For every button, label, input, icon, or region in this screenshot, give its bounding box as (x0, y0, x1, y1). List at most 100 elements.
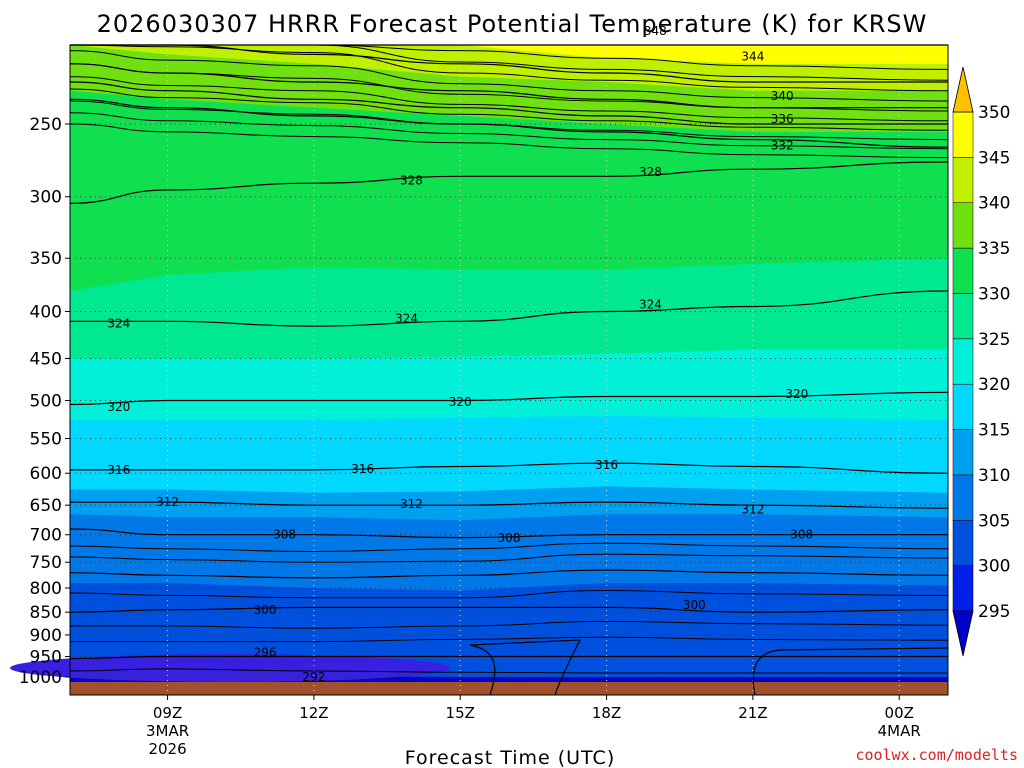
contour-label: 300 (254, 603, 277, 617)
contour-th320 (69, 391, 949, 406)
contour-surface-loop (752, 647, 949, 696)
contour-upper (69, 88, 949, 131)
contour-label-text: 300 (254, 603, 277, 617)
y-tick-label: 350 (30, 249, 62, 269)
contour-label: 324 (395, 311, 418, 325)
y-tick-label: 500 (30, 392, 62, 412)
contour-label-text: 320 (785, 387, 808, 401)
y-tick-label: 1000 (19, 668, 62, 688)
colorbar-segment (952, 338, 974, 385)
x-tick-label: 3MAR (146, 722, 189, 740)
x-tick-label: 09Z (153, 704, 182, 722)
contour-label: 308 (790, 528, 813, 542)
ground-band (70, 682, 948, 695)
contour-lower (70, 636, 949, 643)
contour-label-text: 324 (395, 311, 418, 325)
contour-upper (69, 50, 949, 102)
contour-label: 344 (741, 49, 764, 63)
colorbar-tick-label: 300 (978, 557, 1010, 577)
colorbar-segment (952, 157, 974, 203)
contour-label: 312 (156, 495, 179, 509)
contour-th312 (70, 501, 949, 509)
y-tick-label: 800 (30, 579, 62, 599)
contour-th324 (69, 290, 949, 327)
y-tick-label: 250 (30, 115, 62, 135)
colorbar-tick-label: 345 (978, 148, 1010, 168)
contour-label-text: 328 (639, 165, 662, 179)
contour-label: 308 (498, 531, 521, 545)
contour-label: 324 (107, 316, 130, 330)
contour-label-text: 344 (741, 49, 764, 63)
contour-label: 316 (107, 463, 130, 477)
colorbar-segment (952, 474, 974, 521)
contour-lower (69, 542, 949, 553)
contour-lower (69, 553, 949, 563)
contour-label-text: 312 (741, 502, 764, 516)
y-tick-label: 700 (30, 526, 62, 546)
contour-label-text: 324 (639, 297, 662, 311)
x-tick-label: 18Z (592, 704, 621, 722)
contour-label-text: 332 (771, 139, 794, 153)
contour-label-text: 308 (790, 528, 813, 542)
y-tick-label: 950 (30, 648, 62, 668)
colorbar-tick-label: 295 (978, 602, 1010, 622)
contour-label-text: 308 (498, 531, 521, 545)
colorbar-segment (952, 111, 974, 158)
contour-label-text: 336 (771, 112, 794, 126)
x-tick-label: 4MAR (878, 722, 921, 740)
y-tick-label: 600 (30, 464, 62, 484)
colorbar-tick-label: 310 (978, 466, 1010, 486)
x-tick-label: 2026 (148, 740, 186, 758)
colorbar-segment (952, 247, 974, 294)
contour-upper (69, 76, 949, 122)
colorbar-tick-label: 325 (978, 330, 1010, 350)
credit-text: coolwx.com/modelts (855, 746, 1018, 764)
band-surface-cool (10, 654, 450, 682)
colorbar-segment (952, 520, 974, 566)
x-axis-label: Forecast Time (UTC) (405, 747, 615, 768)
colorbar-segment (952, 202, 974, 249)
contour-label: 292 (302, 670, 325, 684)
colorbar-tick-label: 340 (978, 194, 1010, 214)
colorbar-tick-label: 320 (978, 375, 1010, 395)
y-tick-label: 650 (30, 496, 62, 516)
plot-area: 348 344 340 336 332 328 328 324 324 324 320 320 320 3… (10, 24, 949, 696)
contour-label: 320 (107, 400, 130, 414)
y-axis: 250 300 350 400 450 500 550 600 650 700 750 800 850 9… (19, 115, 70, 688)
contour-label: 348 (644, 24, 667, 38)
contour-label: 316 (595, 458, 618, 472)
y-tick-label: 550 (30, 430, 62, 450)
y-tick-label: 300 (30, 188, 62, 208)
contour-label-text: 316 (351, 462, 374, 476)
colorbar-tick-label: 330 (978, 284, 1010, 304)
plot-frame (69, 44, 949, 696)
contour-label-text: 300 (683, 598, 706, 612)
contour-upper (69, 112, 949, 150)
colorbar-tick-label: 350 (978, 103, 1010, 123)
colorbar: 295 300 305 310 315 320 325 330 335 340 345 350 (952, 66, 1010, 657)
contour-label: 328 (639, 165, 662, 179)
contour-th328 (69, 161, 949, 204)
contour-label-text: 292 (302, 670, 325, 684)
contour-label-text: 316 (107, 463, 130, 477)
contour-label-text: 328 (400, 173, 423, 187)
y-tick-label: 400 (30, 302, 62, 322)
contour-label-text: 316 (595, 458, 618, 472)
contour-label: 320 (785, 387, 808, 401)
contour-label-text: 320 (449, 395, 472, 409)
contour-lower (69, 668, 948, 674)
x-tick-label: 15Z (446, 704, 475, 722)
contour-upper (69, 123, 949, 159)
contour-lower (70, 620, 949, 629)
x-tick-label: 00Z (885, 704, 914, 722)
contour-label: 312 (400, 497, 423, 511)
chart-title: 2026030307 HRRR Forecast Potential Tempe… (97, 10, 928, 38)
colorbar-tick-label: 335 (978, 239, 1010, 259)
contour-label: 320 (449, 395, 472, 409)
contour-label: 328 (400, 173, 423, 187)
contour-label-text: 320 (107, 400, 130, 414)
contour-th296 (69, 655, 949, 660)
colorbar-top-arrow (952, 66, 974, 113)
